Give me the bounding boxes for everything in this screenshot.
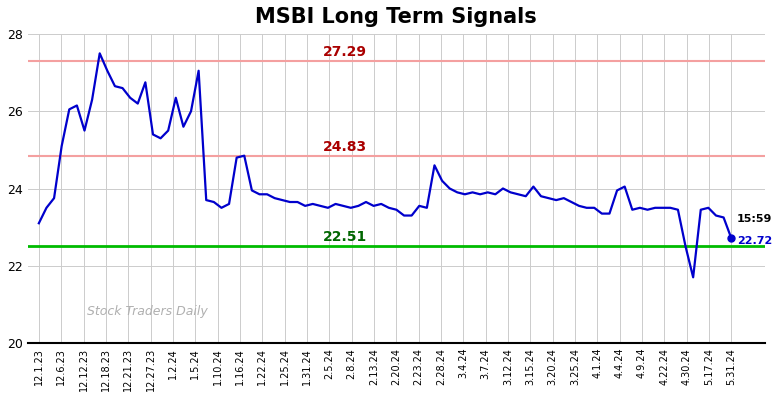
Text: Stock Traders Daily: Stock Traders Daily xyxy=(87,305,208,318)
Text: 15:59: 15:59 xyxy=(737,215,772,224)
Title: MSBI Long Term Signals: MSBI Long Term Signals xyxy=(256,7,537,27)
Text: 22.72: 22.72 xyxy=(737,236,772,246)
Text: 27.29: 27.29 xyxy=(323,45,367,59)
Text: 22.51: 22.51 xyxy=(323,230,367,244)
Text: 24.83: 24.83 xyxy=(323,140,367,154)
